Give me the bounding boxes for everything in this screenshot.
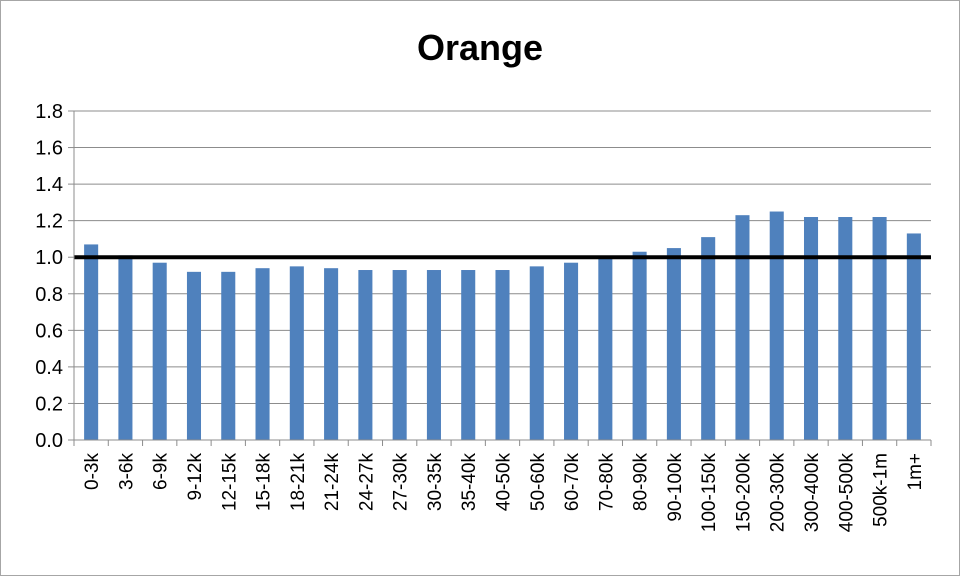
x-tick-label: 30-35k: [425, 453, 446, 512]
bar: [598, 257, 613, 440]
y-tick-label: 0.4: [35, 357, 63, 379]
bar: [84, 244, 99, 440]
bar: [632, 251, 647, 440]
bar: [392, 270, 407, 440]
x-tick-label: 18-21k: [288, 453, 309, 512]
bar: [872, 217, 887, 440]
x-tick-label: 1m+: [905, 453, 926, 491]
chart-title: Orange: [416, 27, 544, 68]
x-tick-label: 500k-1m: [871, 453, 892, 527]
bar: [152, 262, 167, 440]
bar: [666, 248, 681, 440]
bar-layer: [84, 211, 921, 440]
x-tick-label: 3-6k: [116, 453, 137, 490]
bar: [906, 233, 921, 440]
y-tick-label: 1.8: [35, 101, 63, 123]
x-tick-label: 150-200k: [733, 453, 754, 533]
x-tick-label: 24-27k: [356, 453, 377, 512]
y-tick-label: 0.0: [35, 430, 63, 452]
bar: [838, 217, 853, 440]
bar: [701, 237, 716, 440]
bar: [255, 268, 270, 440]
bar: [495, 270, 510, 440]
bar: [324, 268, 339, 440]
x-tick-label: 400-500k: [836, 453, 857, 533]
bar: [289, 266, 304, 440]
x-tick-label: 21-24k: [322, 453, 343, 512]
y-tick-label: 0.2: [35, 393, 63, 415]
x-tick-label: 200-300k: [768, 453, 789, 533]
x-tick-label: 100-150k: [699, 453, 720, 533]
x-tick-label: 6-9k: [151, 453, 172, 490]
x-tick-label: 15-18k: [254, 453, 275, 512]
bar: [461, 270, 476, 440]
bar: [803, 217, 819, 440]
x-tick-label: 90-100k: [665, 453, 686, 522]
x-tick-label: 12-15k: [219, 453, 240, 512]
y-tick-label: 0.8: [35, 284, 63, 306]
x-tick-label: 0-3k: [82, 453, 103, 490]
x-tick-label: 70-80k: [596, 453, 617, 512]
x-tick-label: 60-70k: [562, 453, 583, 512]
bar: [529, 266, 544, 440]
bar: [564, 262, 579, 440]
y-tick-label: 1.0: [35, 247, 63, 269]
bar: [358, 270, 373, 440]
x-tick-label: 50-60k: [528, 453, 549, 512]
y-tick-label: 1.2: [35, 211, 63, 233]
x-tick-label: 40-50k: [494, 453, 515, 512]
bar: [118, 255, 133, 440]
x-tick-label: 300-400k: [802, 453, 823, 533]
bar: [221, 271, 236, 440]
bar: [735, 215, 750, 440]
x-tick-label: 35-40k: [459, 453, 480, 512]
bar: [426, 270, 441, 440]
label-layer: 0.0 0.2 0.4 0.6 0.8 1.0 1.2 1.4 1.6 1.8 0-3k 3-6k 6-…: [35, 101, 926, 532]
y-tick-label: 0.6: [35, 320, 63, 342]
y-tick-label: 1.6: [35, 138, 63, 160]
x-tick-label: 27-30k: [391, 453, 412, 512]
x-tick-label: 9-12k: [185, 453, 206, 501]
x-tick-label: 80-90k: [631, 453, 652, 512]
bar: [769, 211, 784, 440]
y-tick-label: 1.4: [35, 174, 63, 196]
axis-layer: [68, 110, 932, 446]
bar: [186, 271, 202, 440]
